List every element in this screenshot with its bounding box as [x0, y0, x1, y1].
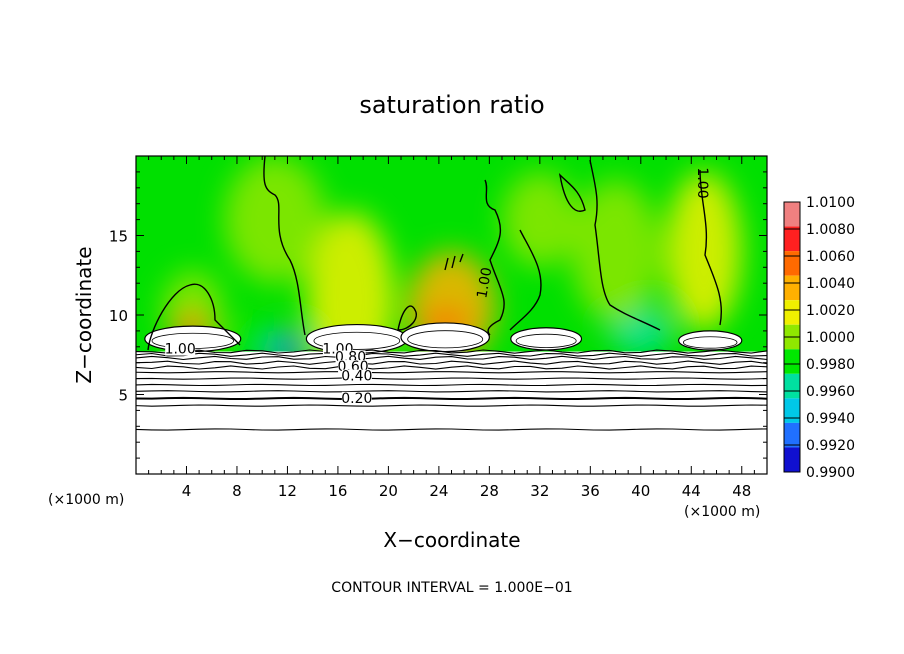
y-axis-label: Z−coordinate — [72, 246, 96, 383]
colorbar-band — [784, 349, 800, 374]
x-unit-left: (×1000 m) — [48, 492, 124, 508]
colorbar-label: 0.9920 — [806, 438, 855, 454]
colorbar-label: 1.0100 — [806, 195, 855, 211]
moist-region — [224, 156, 326, 284]
x-tick-label: 40 — [631, 482, 650, 500]
contour-label-bg — [341, 391, 372, 405]
layer-contour — [136, 404, 767, 407]
plot-area: 1.00 1.000.800.600.400.201.001.00 4 8 12 16 2… — [109, 155, 768, 500]
colorbar-band — [784, 251, 800, 276]
colorbar-band — [784, 226, 800, 252]
x-tick-label: 8 — [232, 482, 242, 500]
colorbar-band — [784, 275, 800, 301]
colorbar-label: 0.9980 — [806, 357, 855, 373]
contour-line — [147, 283, 241, 351]
moist-region — [571, 179, 660, 323]
contour-label: 1.00 — [694, 167, 710, 198]
moist-region — [666, 171, 742, 331]
x-tick-label: 44 — [682, 482, 701, 500]
y-tick-label: 15 — [109, 228, 128, 246]
contour-line — [509, 229, 542, 331]
layer-contour — [136, 355, 767, 361]
x-tick-label: 32 — [530, 482, 549, 500]
y-axis: 5 10 15 — [109, 171, 767, 459]
contour-labels: 1.00 1.000.800.600.400.201.001.00 — [165, 167, 711, 407]
colorbar-label: 1.0040 — [806, 276, 855, 292]
x-tick-label: 48 — [732, 482, 751, 500]
cloud-region — [678, 330, 743, 351]
colorbar-band — [784, 398, 800, 423]
x-tick-label: 12 — [278, 482, 297, 500]
layer-contour — [136, 365, 767, 370]
moist-region — [218, 322, 282, 355]
chart-title: saturation ratio — [359, 91, 544, 119]
x-tick-label: 16 — [328, 482, 347, 500]
cloud-inner-contour — [515, 333, 577, 348]
colorbar-label: 1.0060 — [806, 249, 855, 265]
cloud-inner-contour — [313, 331, 401, 350]
layer-contour — [136, 383, 767, 387]
colorbar-label: 1.0020 — [806, 303, 855, 319]
contour-line — [484, 179, 505, 336]
x-unit-right: (×1000 m) — [684, 504, 760, 520]
layer-contour — [136, 428, 767, 431]
x-tick-label: 28 — [480, 482, 499, 500]
colorbar-label: 0.9940 — [806, 411, 855, 427]
colorbar: 1.0100 1.0080 1.0060 1.0040 1.0020 1.0000 0.99… — [783, 195, 855, 481]
colorbar-band — [784, 447, 800, 472]
contour-line — [397, 305, 417, 331]
contour-label: 0.20 — [341, 391, 372, 407]
y-tick-label: 10 — [109, 307, 128, 325]
cloud-region — [400, 322, 490, 353]
layer-contour — [136, 349, 767, 354]
contour-line — [263, 156, 306, 336]
colorbar-band — [784, 300, 800, 325]
layer-contour — [136, 360, 767, 365]
y-tick-label: 5 — [118, 387, 128, 405]
contour-line — [589, 159, 661, 331]
stable-layer — [136, 351, 767, 474]
x-tick-label: 4 — [182, 482, 192, 500]
colorbar-label: 0.9960 — [806, 384, 855, 400]
plume-contours — [147, 156, 722, 351]
colorbar-label: 0.9900 — [806, 465, 855, 481]
colorbar-label: 1.0000 — [806, 330, 855, 346]
contour-label: 1.00 — [474, 266, 495, 299]
layer-contour — [136, 396, 767, 400]
layer-contour — [136, 377, 767, 380]
contour-interval-note: CONTOUR INTERVAL = 1.000E−01 — [331, 580, 572, 596]
moist-region — [501, 171, 578, 268]
layer-contour — [136, 371, 767, 374]
contour-label: 0.40 — [341, 369, 372, 385]
x-tick-label: 24 — [429, 482, 448, 500]
colorbar-band — [784, 373, 800, 399]
contour-line — [558, 172, 586, 212]
x-tick-label: 36 — [581, 482, 600, 500]
contour-label-bg — [165, 342, 196, 356]
x-axis: 4 8 12 16 20 24 28 32 36 40 44 48 — [148, 156, 755, 500]
contour-label-bg — [341, 369, 372, 383]
contour-line — [444, 253, 464, 271]
cloud-region — [510, 327, 583, 351]
colorbar-band — [784, 422, 800, 448]
x-axis-label: X−coordinate — [383, 528, 520, 552]
layer-contour — [136, 352, 767, 357]
cloud-inner-contour — [682, 336, 738, 349]
contour-label: 1.00 — [165, 342, 196, 358]
colorbar-band — [784, 202, 800, 227]
colorbar-label: 1.0080 — [806, 222, 855, 238]
contour-line — [699, 169, 722, 326]
cloud-inner-contour — [407, 330, 484, 349]
layer-contour — [136, 390, 767, 393]
x-tick-label: 20 — [379, 482, 398, 500]
layer-contours — [136, 349, 767, 431]
